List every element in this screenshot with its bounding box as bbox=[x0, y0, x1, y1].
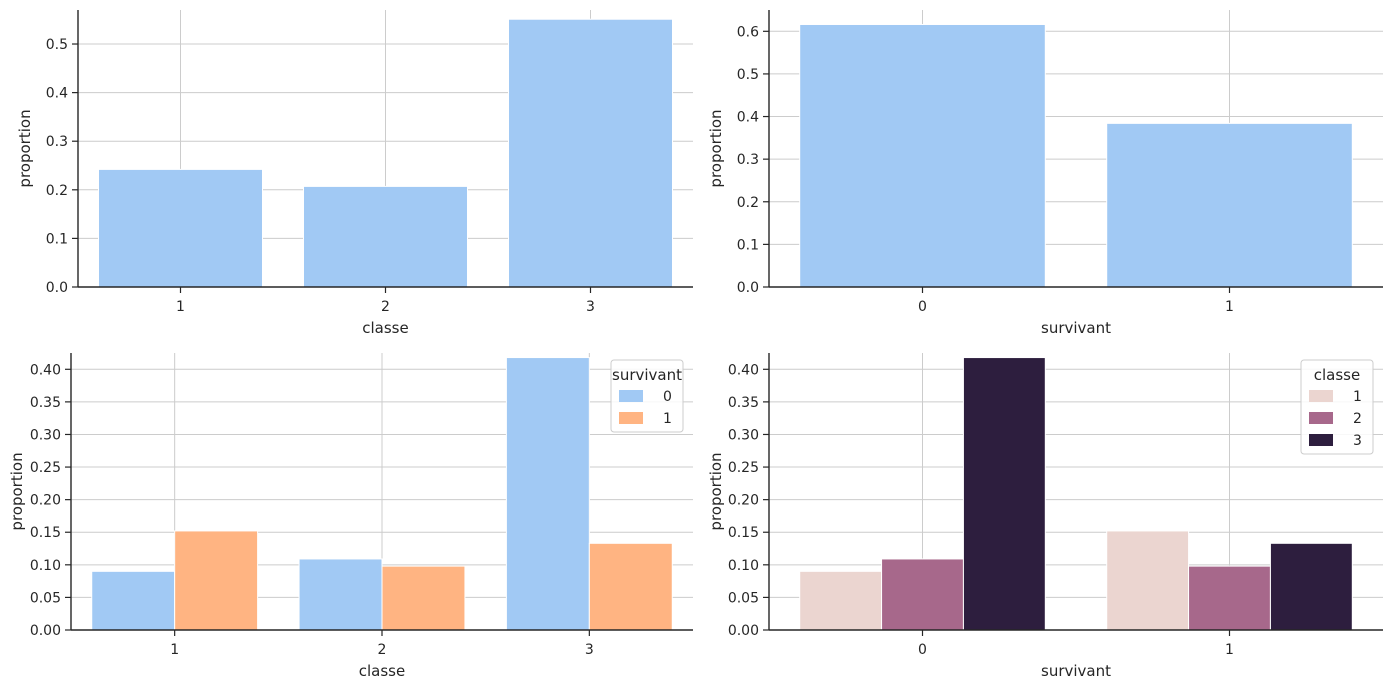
y-tick-label: 0.40 bbox=[728, 362, 759, 378]
y-tick-label: 0.35 bbox=[728, 395, 759, 411]
bar bbox=[1188, 565, 1271, 631]
legend-swatch bbox=[1309, 412, 1333, 424]
chart-panel-1: 0.0 0.1 0.2 0.3 0.4 0.5 1 2 3 classe proportion bbox=[16, 10, 693, 337]
y-tick-label: 0.6 bbox=[737, 24, 759, 40]
y-tick-label: 0.2 bbox=[46, 183, 68, 199]
y-tick-label: 0.10 bbox=[30, 558, 61, 574]
bar bbox=[91, 570, 176, 631]
y-tick-label: 0.4 bbox=[46, 86, 68, 102]
bar bbox=[381, 565, 466, 631]
x-tick-label: 1 bbox=[1225, 642, 1234, 658]
y-tick-label: 0.4 bbox=[737, 110, 759, 126]
y-tick-label: 0.40 bbox=[30, 362, 61, 378]
x-tick-label: 2 bbox=[378, 642, 387, 658]
y-tick-label: 0.15 bbox=[728, 525, 759, 541]
legend-swatch bbox=[1309, 434, 1333, 446]
legend-title: survivant bbox=[612, 366, 682, 384]
y-tick-label: 0.5 bbox=[737, 67, 759, 83]
legend-entry: 3 bbox=[1353, 433, 1362, 449]
y-tick-label: 0.30 bbox=[728, 427, 759, 443]
y-tick-label: 0.35 bbox=[30, 395, 61, 411]
bar bbox=[508, 18, 673, 288]
x-axis-label: survivant bbox=[1041, 319, 1111, 337]
x-tick-label: 1 bbox=[1225, 299, 1234, 315]
legend-entry: 2 bbox=[1353, 411, 1362, 427]
legend-swatch bbox=[619, 412, 643, 424]
y-tick-label: 0.00 bbox=[30, 623, 61, 639]
legend-frame bbox=[1300, 359, 1374, 455]
y-tick-label: 0.05 bbox=[30, 590, 61, 606]
y-tick-label: 0.0 bbox=[737, 280, 759, 296]
chart-panel-2: 0.0 0.1 0.2 0.3 0.4 0.5 0.6 0 1 survivant proporti… bbox=[707, 10, 1383, 337]
legend-swatch bbox=[1309, 390, 1333, 402]
x-tick-label: 0 bbox=[918, 299, 927, 315]
y-tick-label: 0.10 bbox=[728, 558, 759, 574]
bar bbox=[799, 570, 883, 631]
y-tick-label: 0.1 bbox=[46, 231, 68, 247]
legend-swatch bbox=[619, 390, 643, 402]
legend: survivant 0 1 bbox=[610, 359, 684, 433]
y-tick-label: 0.0 bbox=[46, 280, 68, 296]
y-tick-label: 0.1 bbox=[737, 237, 759, 253]
legend: classe 1 2 3 bbox=[1300, 359, 1374, 455]
x-tick-label: 1 bbox=[170, 642, 179, 658]
bar bbox=[588, 542, 673, 631]
x-axis-label: classe bbox=[362, 319, 408, 337]
bar bbox=[1106, 530, 1190, 631]
y-tick-label: 0.20 bbox=[30, 493, 61, 509]
y-tick-label: 0.05 bbox=[728, 590, 759, 606]
y-axis-label: proportion bbox=[16, 109, 34, 187]
legend-entry: 1 bbox=[1353, 389, 1362, 405]
legend-entry: 0 bbox=[663, 389, 672, 405]
y-tick-label: 0.00 bbox=[728, 623, 759, 639]
y-tick-label: 0.30 bbox=[30, 427, 61, 443]
y-tick-label: 0.5 bbox=[46, 37, 68, 53]
bar bbox=[505, 357, 590, 631]
legend-title: classe bbox=[1314, 366, 1360, 384]
bar bbox=[298, 558, 383, 631]
y-tick-label: 0.15 bbox=[30, 525, 61, 541]
x-axis-label: survivant bbox=[1041, 662, 1111, 680]
y-tick-label: 0.25 bbox=[30, 460, 61, 476]
x-tick-label: 0 bbox=[918, 642, 927, 658]
x-tick-label: 2 bbox=[381, 299, 390, 315]
y-tick-label: 0.20 bbox=[728, 493, 759, 509]
bar bbox=[881, 558, 964, 631]
x-axis-label: classe bbox=[359, 662, 405, 680]
x-tick-label: 3 bbox=[586, 299, 595, 315]
bar bbox=[98, 168, 263, 288]
bar bbox=[1106, 122, 1353, 288]
y-axis-label: proportion bbox=[707, 452, 725, 530]
bar bbox=[303, 185, 468, 288]
bar bbox=[799, 23, 1046, 288]
y-tick-label: 0.3 bbox=[737, 152, 759, 168]
y-tick-label: 0.25 bbox=[728, 460, 759, 476]
y-axis-label: proportion bbox=[707, 109, 725, 187]
x-tick-label: 1 bbox=[176, 299, 185, 315]
x-tick-label: 3 bbox=[585, 642, 594, 658]
bar bbox=[962, 357, 1046, 631]
y-tick-label: 0.2 bbox=[737, 195, 759, 211]
legend-entry: 1 bbox=[663, 411, 672, 427]
bar bbox=[174, 530, 259, 631]
chart-panel-3: 0.00 0.05 0.10 0.15 0.20 0.25 0.30 0.35 0.40 1 2 3 c… bbox=[8, 353, 693, 680]
y-axis-label: proportion bbox=[8, 452, 26, 530]
y-tick-label: 0.3 bbox=[46, 134, 68, 150]
chart-panel-4: 0.00 0.05 0.10 0.15 0.20 0.25 0.30 0.35 0.40 0 1 su… bbox=[707, 353, 1383, 680]
bar bbox=[1269, 542, 1353, 631]
